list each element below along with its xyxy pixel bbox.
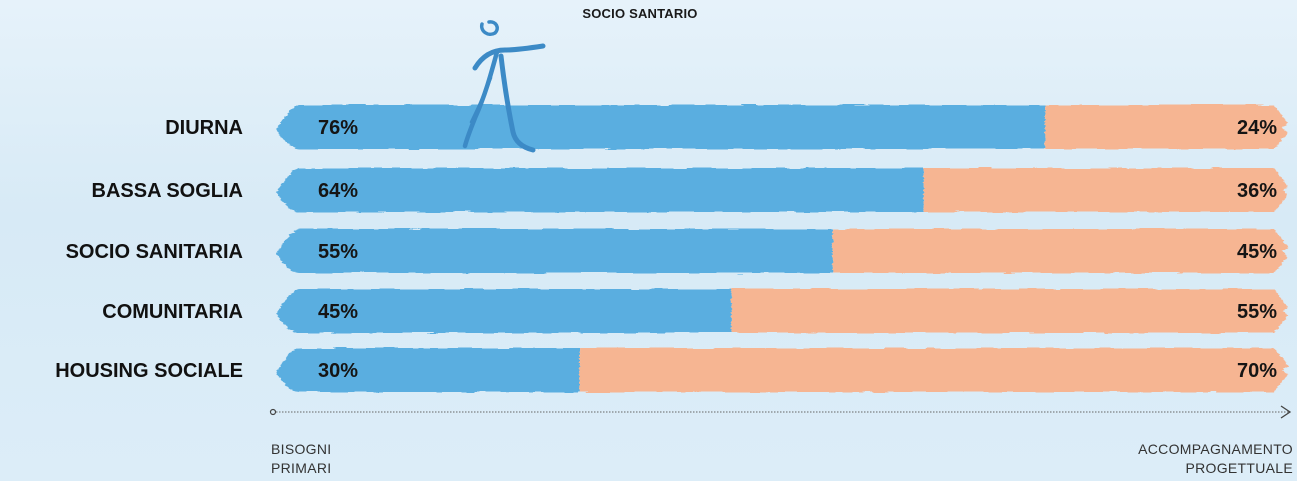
category-label: BASSA SOGLIA [92,180,244,202]
bar-segment-secondary [579,348,1288,392]
bar-segment-primary [276,289,732,333]
value-label-secondary: 24% [1237,117,1277,139]
x-axis-right-line2: PROGETTUALE [1185,460,1293,476]
value-label-primary: 64% [318,180,358,202]
value-label-primary: 45% [318,301,358,323]
value-label-secondary: 36% [1237,180,1277,202]
value-label-primary: 55% [318,241,358,263]
bar-segment-primary [276,105,1046,149]
walking-person-icon [462,20,546,153]
x-axis-right-label: ACCOMPAGNAMENTO PROGETTUALE [1138,440,1293,478]
bar-segment-secondary [832,229,1288,273]
category-label: COMUNITARIA [102,301,243,323]
value-label-secondary: 70% [1237,360,1277,382]
value-label-primary: 76% [318,117,358,139]
bar-segment-primary [276,168,924,212]
bar-segment-secondary [731,289,1288,333]
x-axis [269,405,1292,419]
bar-segment-primary [276,348,580,392]
bar-segment-secondary [1045,105,1288,149]
x-axis-left-line1: BISOGNI [271,441,332,457]
category-label: HOUSING SOCIALE [55,360,243,382]
bar-segment-primary [276,229,833,273]
chart-title: SOCIO SANTARIO [582,6,698,21]
x-axis-left-label: BISOGNI PRIMARI [271,440,331,478]
bar-segment-secondary [923,168,1288,212]
value-label-secondary: 55% [1237,301,1277,323]
category-label: DIURNA [165,117,243,139]
x-axis-left-line2: PRIMARI [271,460,332,476]
category-label: SOCIO SANITARIA [66,241,243,263]
x-axis-origin [269,408,277,416]
value-label-secondary: 45% [1237,241,1277,263]
value-label-primary: 30% [318,360,358,382]
x-axis-right-line1: ACCOMPAGNAMENTO [1138,441,1293,457]
